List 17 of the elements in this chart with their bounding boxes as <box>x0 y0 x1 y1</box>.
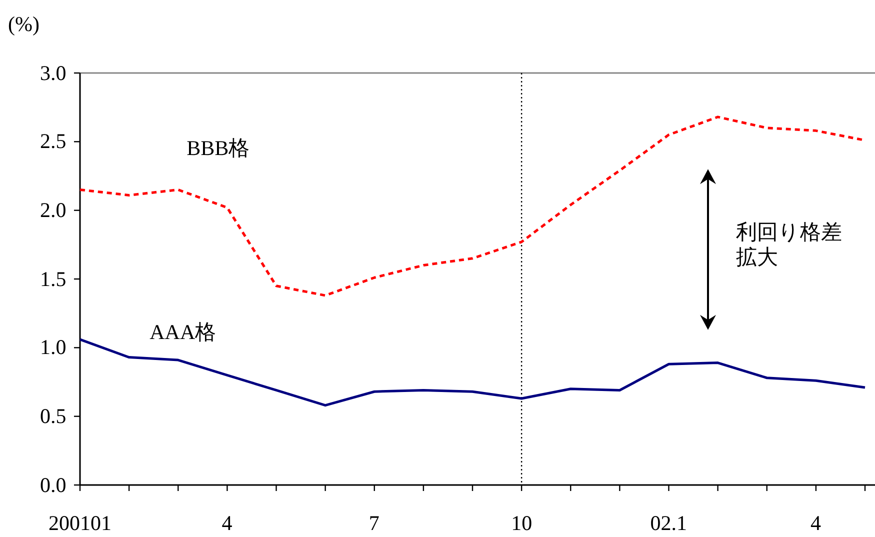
y-tick-label: 1.0 <box>40 335 66 360</box>
x-tick-label: 4 <box>222 510 232 536</box>
y-tick-label: 1.5 <box>40 266 66 292</box>
series-label: BBB格 <box>186 136 250 162</box>
x-tick-label: 10 <box>511 510 532 536</box>
series-label: AAA格 <box>150 320 216 346</box>
y-tick-label: 0.5 <box>40 404 66 430</box>
x-tick-label: 200101 <box>48 510 112 536</box>
y-axis-title: (%) <box>8 12 40 37</box>
x-tick-label: 4 <box>810 510 821 536</box>
x-tick-label: 7 <box>368 510 380 536</box>
y-tick-label: 0.0 <box>40 472 66 498</box>
annotation: 利回り格差拡大 <box>736 220 843 270</box>
y-tick-label: 2.5 <box>40 129 66 154</box>
y-tick-label: 2.0 <box>40 198 66 224</box>
y-tick-label: 3.0 <box>40 60 66 86</box>
x-tick-label: 02.1 <box>650 510 687 536</box>
